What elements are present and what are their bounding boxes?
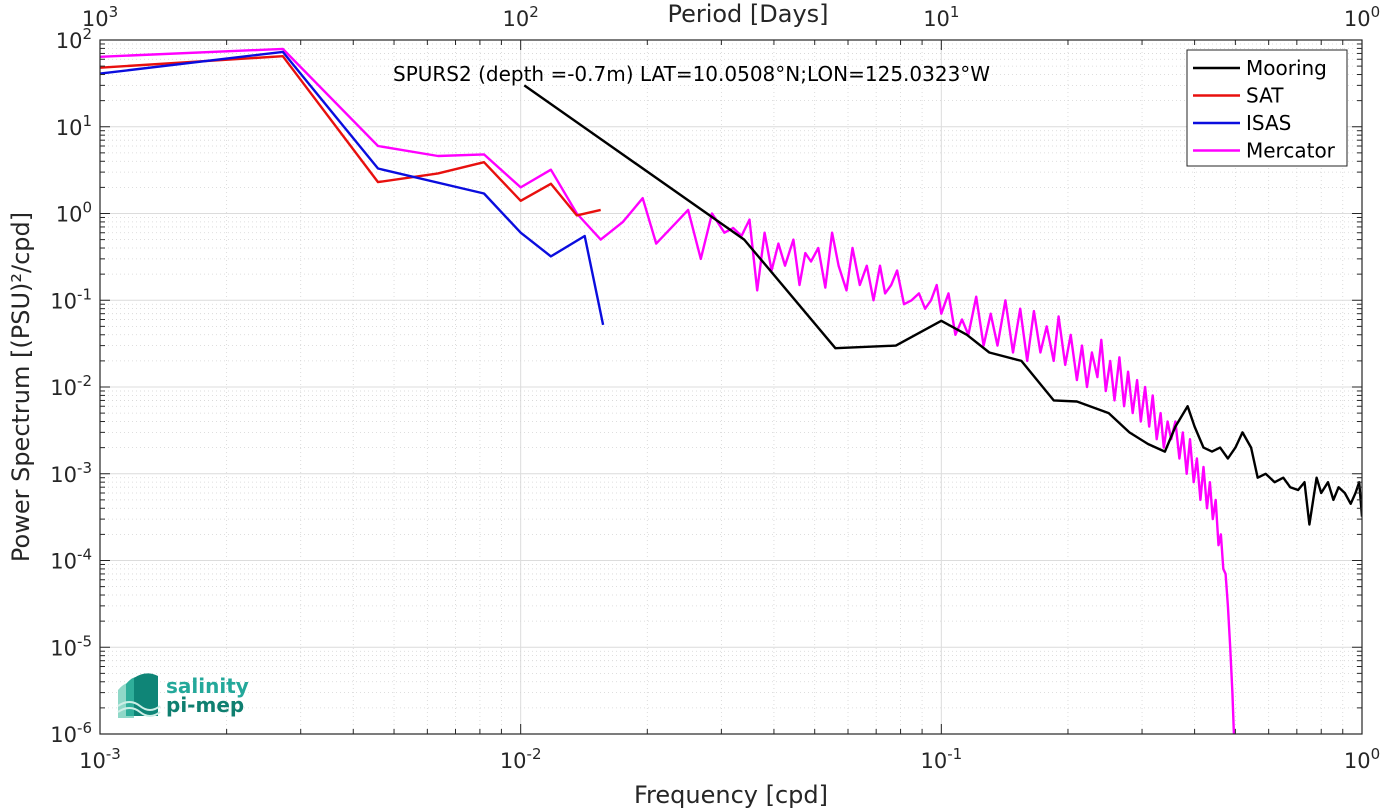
- legend-label-mooring: Mooring: [1246, 56, 1327, 80]
- series-line-isas: [100, 50, 605, 326]
- logo-line1: salinity: [166, 674, 249, 698]
- y-tick-label: 10-2: [50, 372, 92, 400]
- y-tick-label: 10-3: [50, 459, 92, 487]
- series-layer: [100, 47, 1362, 734]
- legend: Mooring SAT ISAS Mercator: [1186, 49, 1348, 167]
- top-x-tick-label: 102: [503, 3, 539, 31]
- legend-label-sat: SAT: [1246, 84, 1284, 108]
- y-tick-label: 100: [56, 199, 92, 227]
- y-tick-label: 10-6: [50, 719, 92, 747]
- x-tick-label: 100: [1344, 745, 1380, 773]
- logo-line2: pi-mep: [166, 693, 244, 717]
- y-axis-label: Power Spectrum [(PSU)²/cpd]: [7, 212, 35, 562]
- salinity-pi-mep-logo: salinity pi-mep: [117, 673, 249, 718]
- y-tick-label: 10-5: [50, 632, 92, 660]
- y-tick-labels: 102 101 100 10-1 10-2 10-3 10-4 10-5 10-6: [50, 25, 92, 747]
- ticks: [99, 39, 1363, 735]
- x-tick-label: 10-2: [500, 745, 542, 773]
- legend-label-isas: ISAS: [1246, 111, 1291, 135]
- y-tick-label: 102: [56, 25, 92, 53]
- x-axis-label: Frequency [cpd]: [634, 781, 828, 809]
- top-x-tick-label: 103: [82, 3, 118, 31]
- x-tick-label: 10-3: [79, 745, 121, 773]
- legend-label-mercator: Mercator: [1246, 139, 1336, 163]
- series-line-sat: [100, 55, 601, 217]
- x-tick-labels: 10-3 10-2 10-1 100: [79, 745, 1380, 773]
- x-tick-label: 10-1: [920, 745, 962, 773]
- top-x-tick-labels: 103 102 101 100: [82, 3, 1380, 31]
- logo-waves-icon: [117, 673, 161, 718]
- y-tick-label: 10-4: [50, 546, 92, 574]
- series-line-mooring: [523, 84, 1362, 526]
- series-line-mercator: [100, 47, 1236, 734]
- chart-title: SPURS2 (depth =-0.7m) LAT=10.0508°N;LON=…: [393, 62, 990, 86]
- top-x-tick-label: 100: [1344, 3, 1380, 31]
- y-tick-label: 101: [56, 112, 92, 140]
- y-tick-label: 10-1: [50, 285, 92, 313]
- top-x-tick-label: 101: [923, 3, 959, 31]
- top-x-axis-label: Period [Days]: [667, 0, 828, 28]
- legend-box: [1186, 49, 1348, 167]
